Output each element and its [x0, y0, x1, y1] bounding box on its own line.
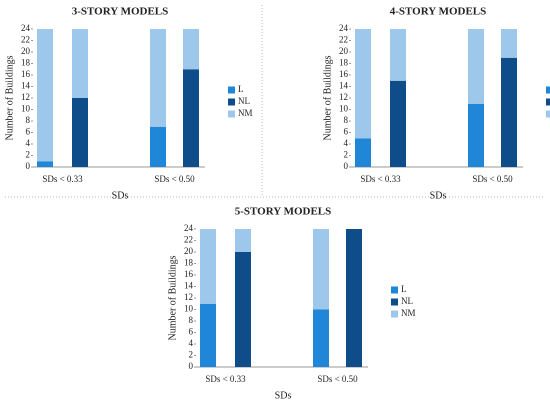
legend-swatch [391, 286, 398, 294]
bar-segment [37, 29, 53, 162]
bar-segment [183, 69, 199, 167]
y-tick-label: 18 [339, 58, 349, 68]
y-tick-label: 2 [26, 150, 31, 160]
chart-title: 3-STORY MODELS [72, 6, 169, 18]
y-tick-label: 24 [21, 23, 31, 33]
y-tick-label: 6 [344, 127, 349, 137]
x-axis-label: SDs [275, 390, 292, 401]
chart-title: 5-STORY MODELS [235, 206, 332, 218]
bar-segment [468, 29, 484, 104]
legend-swatch [228, 110, 235, 118]
bar-segment [390, 80, 406, 167]
x-axis-label: SDs [430, 190, 447, 201]
y-tick-label: 6 [26, 127, 31, 137]
bar-segment [72, 29, 88, 98]
y-tick-label: 6 [189, 327, 194, 337]
y-tick-label: 14 [339, 81, 349, 91]
x-tick-label: SDs < 0.50 [317, 374, 358, 384]
legend-swatch [546, 98, 550, 106]
y-tick-label: 8 [26, 115, 31, 125]
y-axis-label: Number of Buildings [4, 55, 15, 140]
y-tick-label: 0 [344, 161, 349, 171]
bar-segment [200, 229, 216, 304]
bar-segment [150, 126, 166, 167]
y-tick-label: 8 [189, 315, 194, 325]
legend-swatch [391, 298, 398, 306]
y-axis-label: Number of Buildings [322, 55, 333, 140]
y-tick-label: 22 [21, 35, 30, 45]
x-tick-label: SDs < 0.50 [472, 174, 513, 184]
legend-swatch [228, 86, 235, 94]
y-tick-label: 2 [344, 150, 349, 160]
bar-segment [72, 98, 88, 167]
y-tick-label: 10 [21, 104, 31, 114]
bar-segment [183, 29, 199, 70]
bar-segment [235, 252, 251, 367]
bar-segment [313, 229, 329, 310]
y-tick-label: 18 [21, 58, 31, 68]
bar-segment [313, 309, 329, 367]
y-tick-label: 16 [21, 69, 31, 79]
y-tick-label: 12 [21, 92, 30, 102]
bar-segment [355, 138, 371, 167]
y-tick-label: 12 [339, 92, 348, 102]
y-tick-label: 16 [339, 69, 349, 79]
bar-segment [468, 103, 484, 167]
legend-label: NM [401, 308, 416, 318]
legend-label: NL [238, 96, 250, 106]
bar-segment [501, 29, 517, 58]
legend-swatch [546, 110, 550, 118]
y-tick-label: 24 [339, 23, 349, 33]
y-tick-label: 22 [339, 35, 348, 45]
y-tick-label: 20 [21, 46, 31, 56]
y-tick-label: 8 [344, 115, 349, 125]
legend-swatch [228, 98, 235, 106]
legend-label: L [401, 284, 407, 294]
y-tick-label: 20 [184, 246, 194, 256]
x-axis-label: SDs [112, 190, 129, 201]
legend-label: NM [238, 108, 253, 118]
y-tick-label: 4 [344, 138, 349, 148]
legend-label: NL [401, 296, 413, 306]
y-tick-label: 18 [184, 258, 194, 268]
bar-segment [37, 161, 53, 167]
x-tick-label: SDs < 0.33 [205, 374, 246, 384]
y-tick-label: 12 [184, 292, 193, 302]
y-tick-label: 22 [184, 235, 193, 245]
y-tick-label: 10 [184, 304, 194, 314]
legend-swatch [546, 86, 550, 94]
bar-segment [200, 303, 216, 367]
y-tick-label: 24 [184, 223, 194, 233]
bar-segment [235, 229, 251, 252]
y-tick-label: 16 [184, 269, 194, 279]
y-tick-label: 0 [26, 161, 31, 171]
y-tick-label: 4 [189, 338, 194, 348]
bar-segment [501, 57, 517, 167]
chart-title: 4-STORY MODELS [390, 6, 487, 18]
y-tick-label: 10 [339, 104, 349, 114]
legend-label: L [238, 84, 244, 94]
y-tick-label: 14 [21, 81, 31, 91]
bar-segment [355, 29, 371, 139]
bar-segment [390, 29, 406, 81]
x-tick-label: SDs < 0.33 [42, 174, 83, 184]
y-tick-label: 20 [339, 46, 349, 56]
y-tick-label: 4 [26, 138, 31, 148]
legend-swatch [391, 310, 398, 318]
y-axis-label: Number of Buildings [167, 255, 178, 340]
y-tick-label: 14 [184, 281, 194, 291]
y-tick-label: 0 [189, 361, 194, 371]
x-tick-label: SDs < 0.33 [360, 174, 401, 184]
bar-segment [346, 229, 362, 367]
bar-segment [150, 29, 166, 127]
x-tick-label: SDs < 0.50 [154, 174, 195, 184]
y-tick-label: 2 [189, 350, 194, 360]
